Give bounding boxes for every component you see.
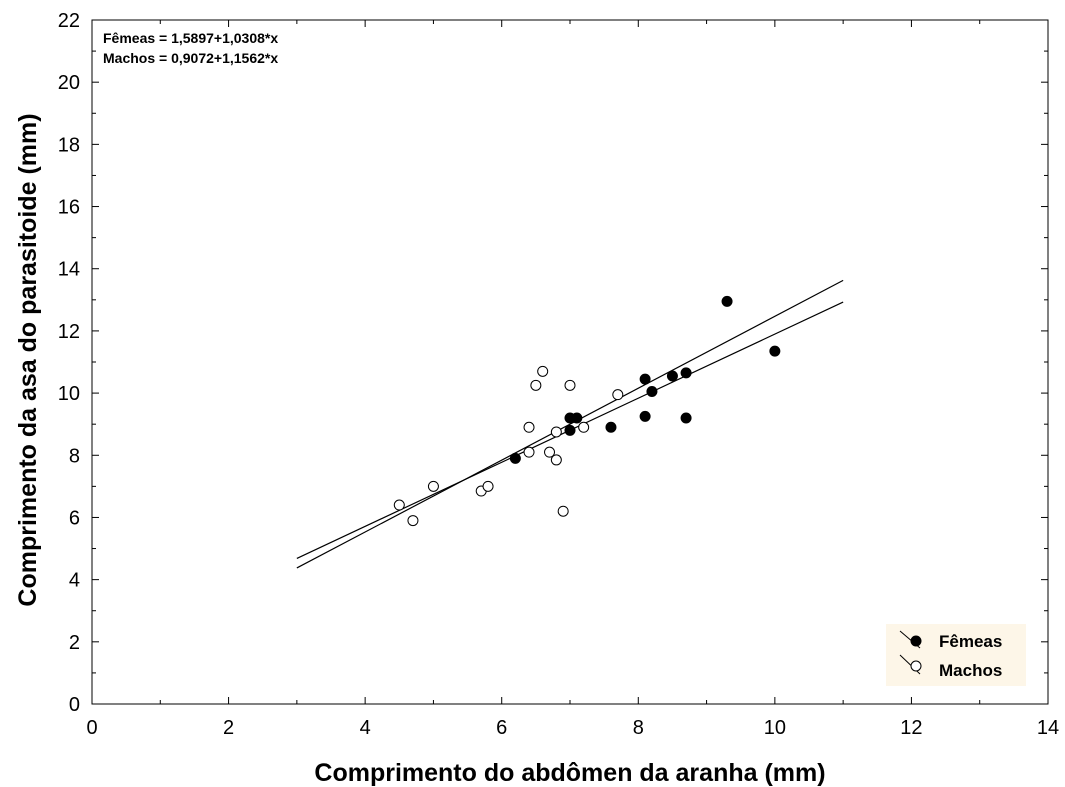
x-tick-label: 8 (633, 717, 644, 739)
data-point-femeas (639, 410, 651, 422)
y-tick-label: 10 (58, 383, 80, 405)
data-point-femeas (639, 373, 651, 385)
data-point-machos (550, 454, 562, 466)
data-point-machos (564, 379, 576, 391)
legend-background (886, 624, 1026, 686)
data-point-femeas (509, 452, 521, 464)
x-axis-title: Comprimento do abdômen da aranha (mm) (314, 759, 825, 787)
x-tick-label: 10 (764, 717, 786, 739)
equation-femeas: Fêmeas = 1,5897+1,0308*x (103, 30, 278, 46)
data-point-machos (523, 421, 535, 433)
y-axis-ticks: 0 2 4 6 8 10 12 14 16 18 20 22 (58, 10, 1048, 716)
data-point-machos (482, 480, 494, 492)
x-tick-label: 0 (86, 717, 97, 739)
x-tick-label: 12 (900, 717, 922, 739)
data-point-femeas (564, 424, 576, 436)
data-point-femeas (571, 412, 583, 424)
data-point-machos (523, 446, 535, 458)
legend-label-femeas: Fêmeas (939, 632, 1002, 651)
legend-item-femeas: Fêmeas (899, 630, 1002, 651)
legend: Fêmeas Machos (886, 624, 1026, 686)
data-point-machos (557, 505, 569, 517)
legend-marker-femeas (910, 635, 922, 647)
data-point-femeas (769, 345, 781, 357)
y-tick-label: 18 (58, 134, 80, 156)
equation-machos: Machos = 0,9072+1,1562*x (103, 50, 278, 66)
y-tick-label: 22 (58, 10, 80, 32)
data-point-femeas (666, 370, 678, 382)
x-tick-label: 4 (360, 717, 371, 739)
regression-line-machos (296, 279, 844, 569)
data-point-femeas (680, 412, 692, 424)
data-point-femeas (680, 367, 692, 379)
y-tick-label: 2 (69, 632, 80, 654)
data-point-femeas (646, 386, 658, 398)
legend-marker-machos (910, 660, 922, 672)
y-tick-label: 16 (58, 197, 80, 219)
regression-equations: Fêmeas = 1,5897+1,0308*x Machos = 0,9072… (103, 30, 278, 66)
data-point-femeas (721, 295, 733, 307)
x-tick-label: 14 (1037, 717, 1059, 739)
data-points (393, 295, 781, 527)
x-tick-label: 6 (496, 717, 507, 739)
y-tick-label: 4 (69, 570, 80, 592)
data-point-machos (544, 446, 556, 458)
data-point-femeas (605, 421, 617, 433)
y-tick-label: 8 (69, 445, 80, 467)
legend-label-machos: Machos (939, 661, 1002, 680)
x-axis-ticks: 0 2 4 6 8 10 12 14 (86, 20, 1059, 739)
data-point-machos (578, 421, 590, 433)
y-axis-title: Comprimento da asa do parasitoide (mm) (14, 113, 42, 606)
x-tick-label: 2 (223, 717, 234, 739)
data-point-machos (537, 365, 549, 377)
legend-item-machos: Machos (899, 654, 1002, 680)
data-point-machos (427, 480, 439, 492)
y-tick-label: 6 (69, 507, 80, 529)
y-tick-label: 12 (58, 321, 80, 343)
data-point-machos (612, 389, 624, 401)
y-tick-label: 20 (58, 72, 80, 94)
data-point-machos (530, 379, 542, 391)
y-tick-label: 14 (58, 259, 80, 281)
data-point-machos (550, 426, 562, 438)
y-tick-label: 0 (69, 694, 80, 716)
data-point-machos (393, 499, 405, 511)
data-point-machos (407, 515, 419, 527)
plot-area: 0 2 4 6 8 10 12 14 0 2 4 6 8 10 12 14 16 18 20 22 (58, 10, 1059, 739)
